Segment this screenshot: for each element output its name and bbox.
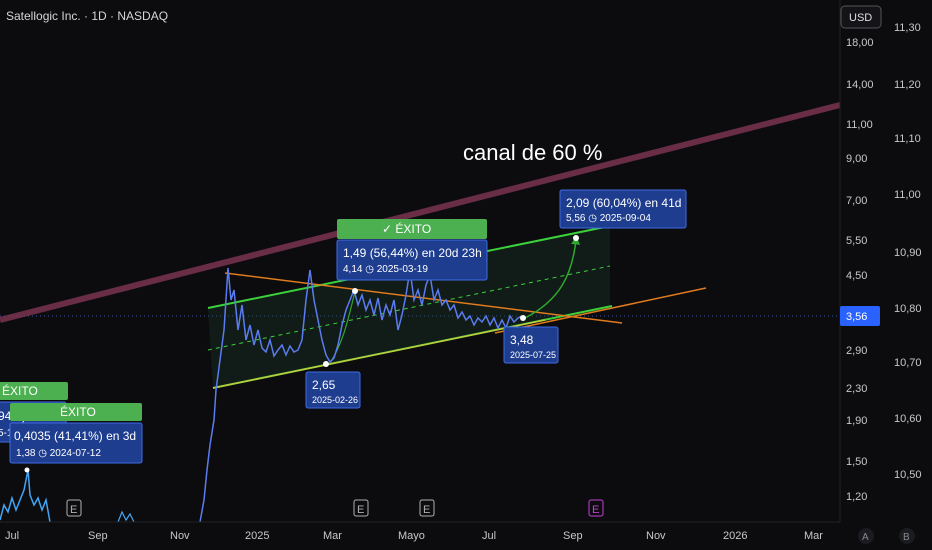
left-tick: 1,20 xyxy=(846,491,867,503)
price-line-early-2 xyxy=(117,510,135,523)
time-tick: Mar xyxy=(323,530,342,542)
measure-box-2-line2: 1,38 ◷ 2024-07-12 xyxy=(16,448,101,459)
left-tick: 1,90 xyxy=(846,415,867,427)
point-label-current-date: 2025-07-25 xyxy=(510,350,556,360)
right-tick: 10,50 xyxy=(894,469,922,481)
time-tick: Nov xyxy=(170,530,190,542)
right-tick: 11,10 xyxy=(894,133,921,145)
time-tick: Sep xyxy=(563,530,583,542)
current-price-badge[interactable]: 3,56 xyxy=(840,306,880,326)
channel-fill xyxy=(208,226,610,388)
success-badge-3-label: ✓ ÉXITO xyxy=(382,221,431,236)
earnings-marker-3-label: E xyxy=(423,504,430,516)
current-price-badge-label: 3,56 xyxy=(846,311,867,323)
measure-box-4-line2: 5,56 ◷ 2025-09-04 xyxy=(566,213,651,224)
annotation-canal-text[interactable]: canal de 60 % xyxy=(463,140,602,165)
measure-box-4[interactable]: 2,09 (60,04%) en 41d 5,56 ◷ 2025-09-04 xyxy=(559,189,687,229)
point-label-low[interactable]: 2,65 2025-02-26 xyxy=(305,371,361,409)
earnings-marker-2[interactable]: E xyxy=(353,499,369,517)
time-tick: Mar xyxy=(804,530,823,542)
left-tick: 2,90 xyxy=(846,345,867,357)
pivot-dot-low[interactable] xyxy=(323,361,329,367)
currency-button-label: USD xyxy=(849,12,872,24)
right-tick: 10,70 xyxy=(894,357,922,369)
auto-scale-label: A xyxy=(862,532,869,543)
time-tick: Sep xyxy=(88,530,108,542)
log-scale-label: B xyxy=(903,532,910,543)
right-tick: 11,30 xyxy=(894,22,921,34)
price-line-early[interactable] xyxy=(0,469,51,523)
measure-box-2[interactable]: 0,4035 (41,41%) en 3d 1,38 ◷ 2024-07-12 xyxy=(9,422,143,464)
earnings-marker-4-label: E xyxy=(592,504,599,516)
earnings-marker-4[interactable]: E xyxy=(588,499,604,517)
left-tick: 9,00 xyxy=(846,153,867,165)
earnings-marker-1-label: E xyxy=(70,504,77,516)
right-tick: 10,80 xyxy=(894,303,922,315)
measure-box-2-line1: 0,4035 (41,41%) en 3d xyxy=(14,429,136,443)
left-tick: 11,00 xyxy=(846,119,873,131)
time-tick: Jul xyxy=(5,530,19,542)
left-tick: 14,00 xyxy=(846,79,874,91)
time-tick: Mayo xyxy=(398,530,425,542)
left-tick: 4,50 xyxy=(846,270,867,282)
point-label-low-date: 2025-02-26 xyxy=(312,395,358,405)
time-tick: 2026 xyxy=(723,530,747,542)
success-badge-1-label: ÉXITO xyxy=(2,383,38,398)
success-badge-2-label: ÉXITO xyxy=(60,404,96,419)
left-tick: 7,00 xyxy=(846,195,867,207)
right-tick: 11,00 xyxy=(894,189,921,201)
right-tick: 11,20 xyxy=(894,79,921,91)
pivot-dot-high[interactable] xyxy=(352,288,358,294)
right-tick: 10,90 xyxy=(894,247,922,259)
pivot-dot-early[interactable] xyxy=(24,467,30,473)
time-axis-panel[interactable] xyxy=(0,522,932,550)
left-tick: 18,00 xyxy=(846,37,874,49)
success-badge-2[interactable]: ÉXITO xyxy=(10,403,142,421)
right-tick: 10,60 xyxy=(894,413,922,425)
time-axis[interactable]: Jul Sep Nov 2025 Mar Mayo Jul Sep Nov 20… xyxy=(5,530,823,542)
projection-curve[interactable] xyxy=(524,235,580,319)
left-price-axis[interactable]: 18,00 14,00 11,00 9,00 7,00 5,50 4,50 2,… xyxy=(846,37,874,503)
price-line[interactable] xyxy=(199,267,523,523)
channel-red-line[interactable] xyxy=(0,102,841,323)
earnings-marker-1[interactable]: E xyxy=(66,499,82,517)
measure-box-3-line1: 1,49 (56,44%) en 20d 23h xyxy=(343,246,482,260)
measure-box-3-line2: 4,14 ◷ 2025-03-19 xyxy=(343,264,428,275)
measure-box-1-line2: 5-10 xyxy=(0,428,18,439)
success-badge-3[interactable]: ✓ ÉXITO xyxy=(337,219,487,239)
channel-yellow-line[interactable] xyxy=(212,319,546,389)
chart-title: Satellogic Inc. · 1D · NASDAQ xyxy=(6,9,168,23)
trend-orange-ascending[interactable] xyxy=(494,287,707,334)
price-axis-panel[interactable] xyxy=(840,0,932,550)
measure-box-3[interactable]: 1,49 (56,44%) en 20d 23h 4,14 ◷ 2025-03-… xyxy=(336,239,488,281)
right-price-axis[interactable]: 11,30 11,20 11,10 11,00 10,90 10,80 10,7… xyxy=(894,22,922,481)
point-label-current[interactable]: 3,48 2025-07-25 xyxy=(503,326,559,364)
time-tick: 2025 xyxy=(245,530,269,542)
time-tick: Jul xyxy=(482,530,496,542)
earnings-marker-3[interactable]: E xyxy=(419,499,435,517)
time-tick: Nov xyxy=(646,530,666,542)
left-tick: 1,50 xyxy=(846,456,867,468)
point-label-current-value: 3,48 xyxy=(510,333,534,347)
success-badge-1[interactable]: ÉXITO xyxy=(0,382,68,400)
left-tick: 5,50 xyxy=(846,235,867,247)
auto-scale-button[interactable]: A xyxy=(858,528,874,544)
point-label-low-value: 2,65 xyxy=(312,378,336,392)
earnings-marker-2-label: E xyxy=(357,504,364,516)
log-scale-button[interactable]: B xyxy=(899,528,915,544)
pivot-dot-target[interactable] xyxy=(573,235,579,241)
measure-box-4-line1: 2,09 (60,04%) en 41d xyxy=(566,196,681,210)
left-tick: 2,30 xyxy=(846,383,867,395)
currency-button[interactable]: USD xyxy=(840,5,882,29)
pivot-dot-current[interactable] xyxy=(520,315,526,321)
